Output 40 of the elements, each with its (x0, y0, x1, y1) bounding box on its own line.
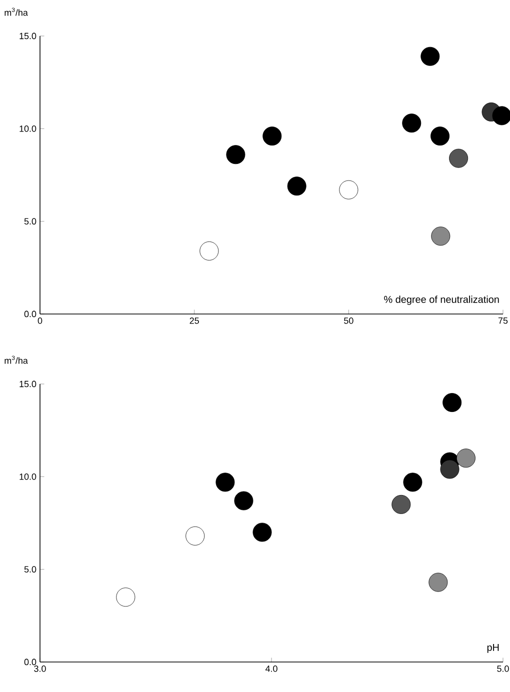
y-tick-label: 15.0 (20, 32, 36, 40)
y-tick-label: 15.0 (20, 380, 36, 388)
point (428, 572, 448, 592)
point (456, 448, 476, 468)
point (216, 472, 235, 492)
point (402, 114, 422, 133)
point (186, 526, 205, 546)
point (287, 176, 306, 196)
point (449, 148, 468, 168)
point (234, 491, 254, 510)
x-axis-title: pH (487, 644, 499, 653)
point (403, 472, 422, 492)
point (200, 241, 219, 260)
y-tick-label: 10.0 (20, 125, 36, 132)
y-tick-label: 0.0 (24, 658, 36, 666)
point (392, 494, 411, 514)
point (420, 46, 440, 66)
x-tick-label: 5.0 (497, 666, 509, 672)
point (252, 522, 272, 542)
point (431, 226, 450, 246)
point (442, 393, 462, 412)
x-tick-label: 4.0 (265, 666, 278, 672)
point (339, 180, 358, 200)
y-axis-title: m$^{3}$/ha (4, 8, 28, 16)
x-tick-label: 50 (344, 318, 354, 324)
x-axis-title: % degree of neutralization (384, 296, 499, 305)
point (116, 588, 136, 607)
point (430, 126, 450, 146)
y-tick-label: 5.0 (24, 218, 36, 225)
y-tick-label: 5.0 (24, 566, 36, 573)
x-tick-label: 3.0 (34, 666, 46, 672)
y-tick-label: 10.0 (20, 473, 36, 480)
x-tick-label: 75 (498, 318, 508, 324)
y-axis-title: m$^{3}$/ha (4, 356, 28, 364)
x-tick-label: 25 (190, 318, 199, 324)
point (440, 460, 460, 479)
y-tick-label: 0.0 (24, 310, 36, 318)
point (226, 145, 246, 164)
x-tick-label: 0 (38, 318, 42, 324)
point (262, 126, 282, 146)
